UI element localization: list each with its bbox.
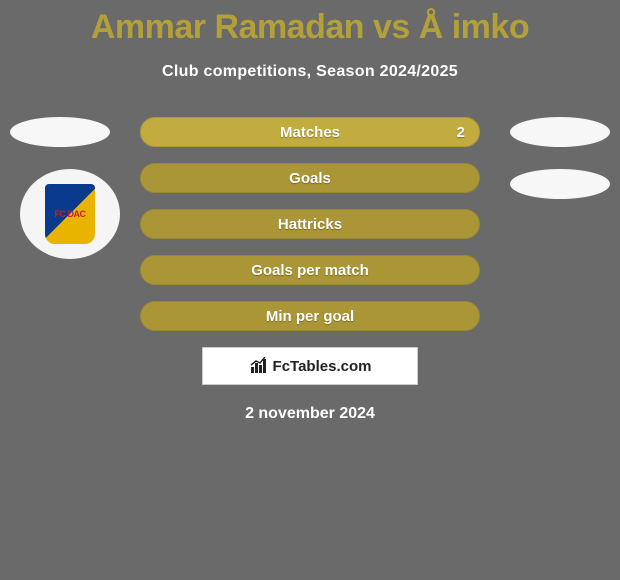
comparison-card: Ammar Ramadan vs Å imko Club competition…: [0, 0, 620, 423]
brand-text: FcTables.com: [273, 358, 372, 375]
date-text: 2 november 2024: [0, 405, 620, 423]
stat-label: Hattricks: [278, 216, 342, 233]
season-subtitle: Club competitions, Season 2024/2025: [0, 63, 620, 81]
player-right-placeholder-1: [510, 117, 610, 147]
stat-label: Min per goal: [266, 308, 354, 325]
stat-label: Matches: [280, 124, 340, 141]
page-title: Ammar Ramadan vs Å imko: [0, 0, 620, 47]
brand-box[interactable]: FcTables.com: [202, 347, 418, 385]
stat-row-hattricks: Hattricks: [140, 209, 480, 239]
stat-row-matches: Matches 2: [140, 117, 480, 147]
club-crest-text: FC DAC: [55, 210, 86, 219]
player-right-placeholder-2: [510, 169, 610, 199]
bars-icon: [249, 357, 269, 375]
stat-row-min-per-goal: Min per goal: [140, 301, 480, 331]
stat-value: 2: [457, 124, 465, 141]
stat-row-goals-per-match: Goals per match: [140, 255, 480, 285]
player-left-placeholder: [10, 117, 110, 147]
stats-area: FC DAC Matches 2 Goals Hattricks Goals p…: [0, 117, 620, 423]
stat-row-goals: Goals: [140, 163, 480, 193]
stat-label: Goals: [289, 170, 331, 187]
stat-label: Goals per match: [251, 262, 369, 279]
club-logo: FC DAC: [20, 169, 120, 259]
club-crest: FC DAC: [45, 184, 95, 244]
